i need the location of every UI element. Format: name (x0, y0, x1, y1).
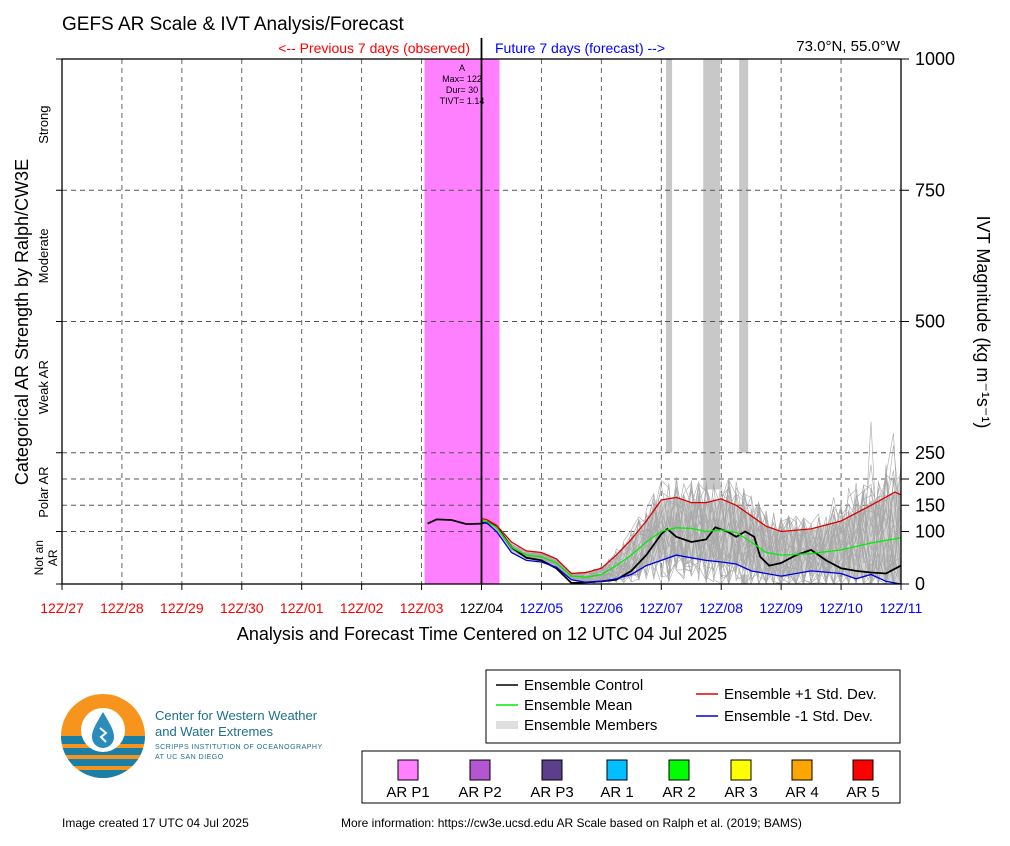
ar-scale-swatch-7 (852, 759, 874, 781)
grid (62, 59, 901, 584)
category-label-0: Not an (32, 540, 46, 575)
ar-scale-swatch-3 (606, 759, 628, 781)
more-info-note: More information: https://cw3e.ucsd.edu … (341, 816, 802, 830)
logo-subtitle: SCRIPPS INSTITUTION OF OCEANOGRAPHY AT U… (155, 743, 323, 763)
y-tick-label-750: 750 (915, 180, 945, 200)
logo-title: Center for Western Weather and Water Ext… (155, 708, 317, 740)
x-tick-label-12: 12Z/09 (759, 600, 803, 616)
category-label-1: Polar AR (36, 466, 51, 517)
ar-scale-swatch-5 (730, 759, 752, 781)
ar-scale-swatch-0 (397, 759, 419, 781)
x-tick-label-9: 12Z/06 (580, 600, 624, 616)
future-days-label: Future 7 days (forecast) --> (495, 40, 665, 56)
ar-event-label-line-3: TIVT= 1.14 (440, 96, 485, 106)
category-label-2: Weak AR (36, 360, 51, 414)
axes: 12Z/27 12Z/28 12Z/29 12Z/30 12Z/01 12Z/02 12Z/… (32, 49, 955, 616)
ensemble-member-line (481, 483, 902, 585)
series-line-3 (481, 521, 902, 585)
cw3e-logo (61, 694, 145, 778)
x-tick-label-2: 12Z/29 (160, 600, 204, 616)
x-tick-label-13: 12Z/10 (819, 600, 863, 616)
logo-title-line2: and Water Extremes (155, 724, 274, 739)
series-legend: Ensemble Control Ensemble Mean Ensemble Me… (485, 669, 901, 744)
x-tick-label-1: 12Z/28 (100, 600, 144, 616)
y-tick-label-500: 500 (915, 312, 945, 332)
series-line-2 (481, 491, 902, 575)
category-label-3: Moderate (36, 228, 51, 283)
series-line-1 (481, 519, 902, 578)
x-tick-label-5: 12Z/02 (340, 600, 384, 616)
legend-label-4: Ensemble -1 Std. Dev. (724, 708, 873, 725)
y-tick-label-100: 100 (915, 522, 945, 542)
x-tick-label-3: 12Z/30 (220, 600, 264, 616)
ar-scale-label-0: AR P1 (386, 784, 429, 801)
legend-label-0: Ensemble Control (524, 677, 643, 694)
ar-scale-swatch-6 (791, 759, 813, 781)
y-tick-label-150: 150 (915, 495, 945, 515)
category-label-4: Strong (36, 105, 51, 143)
logo-sub-line1: SCRIPPS INSTITUTION OF OCEANOGRAPHY (155, 744, 323, 751)
ar-scale-legend: AR P1 AR P2 AR P3 AR 1 AR 2 AR 3 AR 4 AR 5 (361, 750, 901, 804)
ar-scale-label-1: AR P2 (458, 784, 501, 801)
category-label-0-b: AR (46, 549, 60, 566)
ar-event-label-line-1: Max= 122 (442, 74, 482, 84)
gray-bar-0 (666, 59, 673, 453)
series-lines (427, 491, 902, 585)
legend-label-2: Ensemble Members (524, 717, 657, 734)
location-label: 73.0°N, 55.0°W (796, 38, 901, 55)
ensemble-member-line (481, 493, 901, 585)
ensemble-member-line (481, 484, 902, 585)
x-tick-label-0: 12Z/27 (40, 600, 84, 616)
legend-label-1: Ensemble Mean (524, 697, 632, 714)
image-created-note: Image created 17 UTC 04 Jul 2025 (62, 816, 249, 830)
ar-scale-label-6: AR 4 (785, 784, 818, 801)
x-tick-label-8: 12Z/05 (520, 600, 564, 616)
y-tick-label-200: 200 (915, 469, 945, 489)
ensemble-member-line (481, 466, 902, 585)
ar-scale-swatch-1 (469, 759, 491, 781)
logo-sub-line2: AT UC SAN DIEGO (155, 754, 224, 761)
ar-scale-label-5: AR 3 (724, 784, 757, 801)
previous-days-label: <-- Previous 7 days (observed) (278, 40, 470, 56)
left-axis-label: Categorical AR Strength by Ralph/CW3E (12, 159, 32, 485)
ar-scale-label-2: AR P3 (530, 784, 573, 801)
x-tick-label-6: 12Z/03 (400, 600, 444, 616)
gray-bar-1 (703, 59, 721, 490)
x-tick-label-4: 12Z/01 (280, 600, 324, 616)
ar-event-label-line-0: A (459, 63, 465, 73)
ar-scale-swatch-2 (541, 759, 563, 781)
y-tick-label-250: 250 (915, 443, 945, 463)
x-axis-label: Analysis and Forecast Time Centered on 1… (237, 624, 727, 644)
right-axis-label: IVT Magnitude (kg m⁻¹s⁻¹) (973, 216, 993, 429)
chart-title: GEFS AR Scale & IVT Analysis/Forecast (62, 14, 404, 35)
y-tick-label-1000: 1000 (915, 49, 955, 69)
ar-scale-label-7: AR 5 (846, 784, 879, 801)
ensemble-members (481, 421, 902, 586)
ar-event-label-line-2: Dur= 30 (446, 85, 478, 95)
x-tick-label-14: 12Z/11 (880, 600, 923, 616)
x-tick-label-11: 12Z/08 (699, 600, 743, 616)
x-tick-label-7: 12Z/04 (460, 600, 504, 616)
ar-scale-label-3: AR 1 (600, 784, 633, 801)
ar-scale-swatch-4 (668, 759, 690, 781)
legend-label-3: Ensemble +1 Std. Dev. (724, 686, 877, 703)
logo-title-line1: Center for Western Weather (155, 708, 318, 723)
y-tick-label-0: 0 (915, 574, 925, 594)
ar-scale-label-4: AR 2 (662, 784, 695, 801)
gray-bar-2 (739, 59, 749, 453)
x-tick-label-10: 12Z/07 (639, 600, 683, 616)
